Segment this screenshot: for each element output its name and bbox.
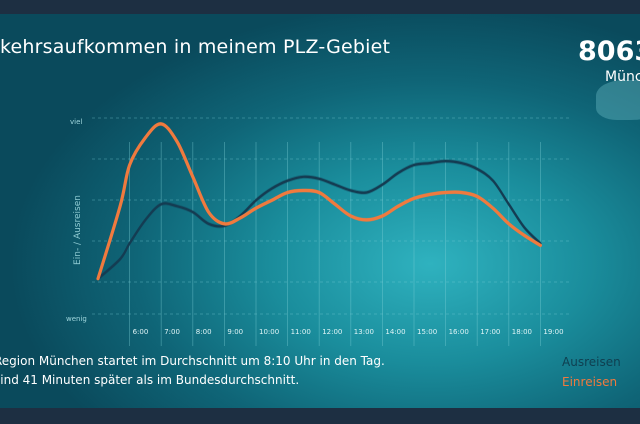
series-line-shadow xyxy=(97,159,541,278)
y-axis-label: Ein- / Ausreisen xyxy=(73,195,83,265)
y-bottom-label: wenig xyxy=(66,315,87,323)
x-tick-label: 19:00 xyxy=(543,328,563,336)
legend-inbound: Einreisen xyxy=(562,375,618,389)
series-line-shadow xyxy=(97,162,541,281)
region-map-icon xyxy=(596,80,640,120)
x-tick-label: 10:00 xyxy=(259,328,279,336)
chart-lines xyxy=(96,121,542,281)
x-tick-label: 7:00 xyxy=(164,328,180,336)
description-line-2: sind 41 Minuten später als im Bundesdurc… xyxy=(0,373,300,387)
city-name: Münc xyxy=(605,69,640,85)
x-tick-label: 9:00 xyxy=(227,328,243,336)
chart-panel: rkehrsaufkommen in meinem PLZ-Gebiet 806… xyxy=(0,14,640,408)
description-line-1: Region München startet im Durchschnitt u… xyxy=(0,354,385,368)
y-top-label: viel xyxy=(70,118,82,126)
x-tick-label: 17:00 xyxy=(480,328,500,336)
x-tick-labels: 6:00 7:00 8:00 9:00 10:00 11:00 12:00 13:00 14:0… xyxy=(133,328,564,336)
x-tick-label: 6:00 xyxy=(133,328,149,336)
chart-grid xyxy=(92,117,570,346)
x-tick-label: 8:00 xyxy=(196,328,212,336)
x-tick-label: 13:00 xyxy=(354,328,374,336)
page-title: rkehrsaufkommen in meinem PLZ-Gebiet xyxy=(0,36,391,58)
series-line-ausreisen xyxy=(96,160,542,280)
x-tick-label: 16:00 xyxy=(449,328,469,336)
x-tick-label: 14:00 xyxy=(385,328,405,336)
x-tick-label: 11:00 xyxy=(291,328,311,336)
legend-outbound: Ausreisen xyxy=(562,355,621,369)
series-line-einreisen xyxy=(96,122,542,281)
x-tick-label: 12:00 xyxy=(322,328,342,336)
postal-code: 8063 xyxy=(578,36,640,67)
x-tick-label: 15:00 xyxy=(417,328,437,336)
traffic-chart: viel wenig Ein- / Ausreisen 6:00 7:00 8:00… xyxy=(66,117,570,346)
x-tick-label: 18:00 xyxy=(512,328,532,336)
